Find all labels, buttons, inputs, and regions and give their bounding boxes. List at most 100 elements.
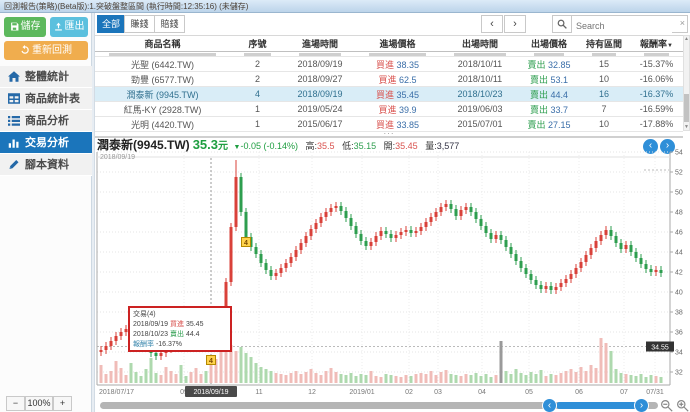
trade-marker: 4	[241, 237, 251, 247]
sidebar-splitter[interactable]	[92, 13, 95, 412]
svg-text:40: 40	[675, 290, 683, 297]
search-input[interactable]	[572, 18, 672, 34]
trade-seq: 4	[230, 86, 285, 102]
chart-zoom-out-icon[interactable]	[660, 399, 673, 412]
trade-exit-price: 賣出 27.15	[520, 116, 578, 132]
svg-text:48: 48	[675, 210, 683, 217]
zoom-level: 100%	[25, 396, 53, 411]
col-holding[interactable]: 持有區間	[578, 35, 630, 52]
table-row[interactable]: 光聖 (6442.TW) 2 2018/09/19 買進 38.35 2018/10/1…	[95, 56, 683, 72]
range-left-handle[interactable]: ‹	[542, 398, 557, 412]
trade-holding: 16	[578, 86, 630, 102]
col-entry-time[interactable]: 進場時間	[285, 35, 355, 52]
save-icon	[10, 22, 18, 31]
ticker-symbol: 潤泰新(9945.TW)	[97, 138, 190, 152]
trade-entry-date: 2018/09/19	[285, 56, 355, 72]
table-row[interactable]: 潤泰新 (9945.TW) 4 2018/09/19 買進 35.45 2018/10/…	[95, 86, 683, 102]
sidebar-item-product-analysis[interactable]: 商品分析	[0, 110, 92, 132]
sidebar-item-trade-analysis[interactable]: 交易分析	[0, 132, 92, 154]
table-resize-handle[interactable]: ···	[95, 130, 683, 138]
trade-tooltip: 交易(4) 2018/09/19 買進 35.45 2018/10/23 賣出 …	[128, 306, 232, 352]
candlestick-chart[interactable]: 54 52 50 48 46 44 42 40 38 36 34 32 2018/07/17 09 11 12…	[0, 148, 690, 398]
table-row[interactable]: 勁豐 (6577.TW) 2 2018/09/27 買進 62.5 2018/10/11…	[95, 71, 683, 87]
scrollbar-thumb[interactable]	[684, 94, 689, 122]
trade-entry-price: 買進 35.45	[355, 86, 440, 102]
svg-text:2019/01: 2019/01	[349, 389, 374, 396]
tab-all[interactable]: 全部	[97, 15, 125, 33]
svg-text:06: 06	[575, 389, 583, 396]
page-prev-button[interactable]: ‹	[481, 15, 503, 33]
down-arrow-icon: ▼	[233, 144, 241, 151]
svg-text:36: 36	[675, 330, 683, 337]
table-icon	[8, 90, 21, 112]
svg-text:38: 38	[675, 310, 683, 317]
svg-text:07/31: 07/31	[646, 389, 664, 396]
col-return[interactable]: 報酬率▼	[630, 35, 683, 52]
refresh-icon	[21, 45, 29, 54]
tab-loss[interactable]: 賠錢	[154, 15, 185, 33]
col-product-name[interactable]: 商品名稱	[95, 35, 230, 52]
chart-prev-trade-button[interactable]: ‹	[643, 139, 658, 154]
trade-entry-price: 買進 33.85	[355, 116, 440, 132]
ticker-high: 35.5	[317, 141, 335, 151]
trade-holding: 10	[578, 71, 630, 87]
trade-exit-date: 2018/10/23	[440, 86, 520, 102]
svg-text:50: 50	[675, 190, 683, 197]
trade-return: -16.06%	[630, 71, 683, 87]
trade-seq: 1	[230, 116, 285, 132]
search-button[interactable]	[552, 15, 572, 33]
ticker-price: 35.3元	[192, 137, 228, 152]
table-row[interactable]: 紅馬-KY (2928.TW) 1 2019/05/24 買進 39.9 2019/06…	[95, 101, 683, 117]
table-scrollbar[interactable]: ▲ ▼	[683, 35, 690, 131]
zoom-in-button[interactable]: +	[53, 396, 72, 411]
trade-entry-price: 買進 39.9	[355, 101, 440, 117]
trade-exit-date: 2018/10/11	[440, 71, 520, 87]
trade-exit-price: 賣出 53.1	[520, 71, 578, 87]
trade-entry-date: 2018/09/27	[285, 71, 355, 87]
svg-text:46: 46	[675, 230, 683, 237]
trade-return: -17.88%	[630, 116, 683, 132]
ticker-line: 潤泰新(9945.TW) 35.3元 ▼-0.05 (-0.14%) 高:35.5…	[97, 137, 460, 152]
sidebar-item-product-stats-table[interactable]: 商品統計表	[0, 88, 92, 110]
bar-chart-icon	[8, 134, 21, 156]
trade-holding: 7	[578, 101, 630, 117]
trade-holding: 10	[578, 116, 630, 132]
svg-text:34.55: 34.55	[651, 345, 669, 352]
col-seq[interactable]: 序號	[230, 35, 285, 52]
col-entry-price[interactable]: 進場價格	[355, 35, 440, 52]
svg-text:2018/07/17: 2018/07/17	[99, 389, 134, 396]
chart-range-slider[interactable]	[556, 402, 642, 409]
rerun-backtest-button[interactable]: 重新回測	[4, 41, 88, 60]
chart-next-trade-button[interactable]: ›	[660, 139, 675, 154]
table-row[interactable]: 光明 (4420.TW) 1 2015/06/17 買進 33.85 2015/07/0…	[95, 116, 683, 132]
range-right-handle[interactable]: ›	[634, 398, 649, 412]
trade-seq: 1	[230, 101, 285, 117]
trade-exit-price: 賣出 44.4	[520, 86, 578, 102]
trade-entry-date: 2018/09/19	[285, 86, 355, 102]
page-next-button[interactable]: ›	[504, 15, 526, 33]
save-button[interactable]: 儲存	[4, 17, 46, 37]
clipped-table-row[interactable]	[95, 51, 683, 57]
trade-seq: 2	[230, 56, 285, 72]
svg-text:05: 05	[525, 389, 533, 396]
trades-table: 商品名稱 序號 進場時間 進場價格 出場時間 出場價格 持有區間 報酬率▼ 光聖…	[95, 35, 683, 132]
scroll-down-icon[interactable]: ▼	[684, 124, 689, 130]
sidebar-item-overall-stats[interactable]: 整體統計	[0, 66, 92, 88]
trade-entry-date: 2015/06/17	[285, 116, 355, 132]
sidebar-item-script-data[interactable]: 腳本資料	[0, 154, 92, 176]
clear-search-icon[interactable]: ×	[679, 18, 685, 28]
chart-scrollbar-track[interactable]	[100, 402, 658, 409]
trade-exit-price: 賣出 33.7	[520, 101, 578, 117]
chart-zoom-in-icon[interactable]	[676, 399, 689, 412]
trade-name: 光聖 (6442.TW)	[95, 56, 230, 72]
col-exit-time[interactable]: 出場時間	[440, 35, 520, 52]
window-title: 回測報告(策略)(Beta版):1.突破盤整區間 (執行時間:12:35:16)…	[4, 2, 249, 11]
zoom-out-button[interactable]: −	[6, 396, 25, 411]
col-exit-price[interactable]: 出場價格	[520, 35, 578, 52]
tab-profit[interactable]: 賺錢	[124, 15, 155, 33]
ticker-volume: 3,577	[436, 141, 460, 151]
trade-return: -15.37%	[630, 56, 683, 72]
export-button[interactable]: 匯出	[50, 17, 88, 37]
scroll-up-icon[interactable]: ▲	[684, 36, 689, 42]
